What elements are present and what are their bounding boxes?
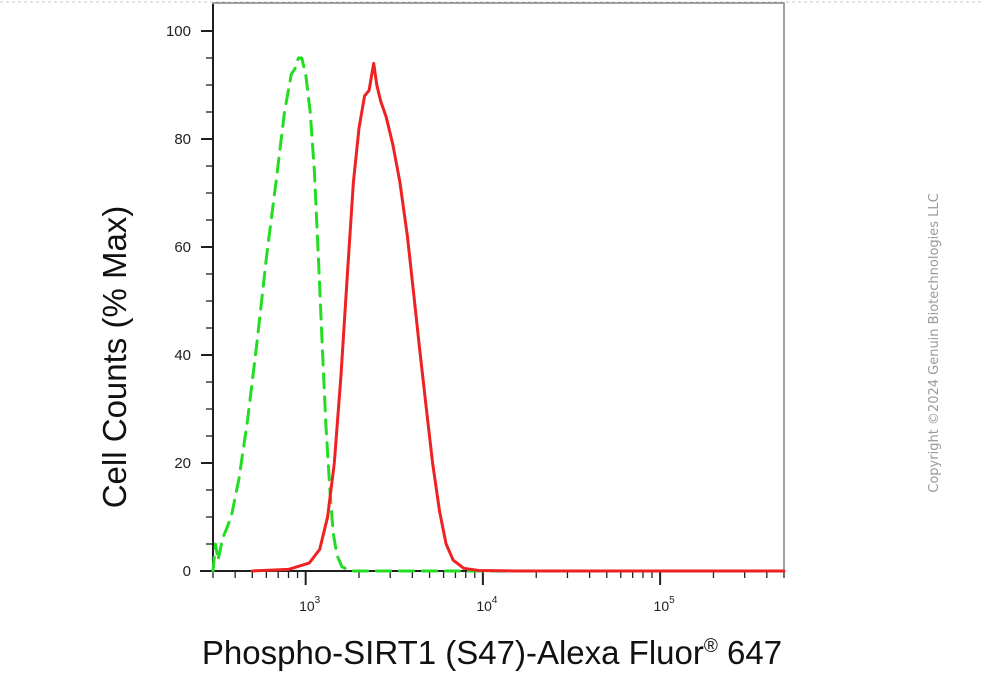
series-line-1 xyxy=(211,56,786,573)
copyright-watermark: Copyright ©2024 Genuin Biotechnologies L… xyxy=(927,193,942,492)
x-tick-label-10000: 104 xyxy=(476,595,498,614)
plot-frame xyxy=(212,2,785,572)
y-axis: 0 20 40 60 80 100 xyxy=(166,4,214,580)
y-tick-label-100: 100 xyxy=(166,23,191,40)
y-tick-label-0: 0 xyxy=(183,563,191,580)
x-axis-title: Phospho-SIRT1 (S47)-Alexa Fluor® 647 xyxy=(202,634,782,671)
series-line-2 xyxy=(250,61,786,573)
x-tick-label-100000: 105 xyxy=(654,595,676,614)
x-axis-title-main: Phospho-SIRT1 (S47)-Alexa Fluor xyxy=(202,634,704,671)
y-axis-title: Cell Counts (% Max) xyxy=(96,206,133,509)
y-tick-label-80: 80 xyxy=(174,131,191,148)
x-axis: 103 104 105 xyxy=(200,570,785,614)
x-axis-title-suffix: 647 xyxy=(718,634,782,671)
y-tick-label-20: 20 xyxy=(174,455,191,472)
y-tick-label-60: 60 xyxy=(174,239,191,256)
y-tick-label-40: 40 xyxy=(174,347,191,364)
x-tick-label-1000: 103 xyxy=(299,595,321,614)
x-axis-title-superscript: ® xyxy=(704,636,718,657)
series-layer xyxy=(211,56,786,573)
